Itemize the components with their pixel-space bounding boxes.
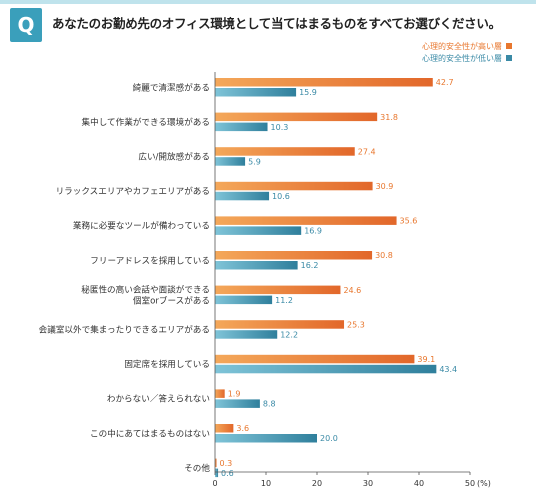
value-label-low-1: 10.3 (271, 123, 289, 132)
bar-high-9 (215, 389, 225, 398)
bar-low-6 (215, 295, 273, 305)
x-tick-label-1: 10 (261, 479, 271, 488)
value-label-high-5: 30.8 (375, 251, 393, 260)
bar-low-4 (215, 226, 302, 235)
category-label-2: 広い/開放感がある (138, 150, 210, 162)
value-label-high-4: 35.6 (400, 217, 418, 226)
category-label-10: この中にあてはまるものはない (90, 427, 210, 439)
bar-high-10 (215, 424, 234, 433)
category-label-7: 会議室以外で集まったりできるエリアがある (39, 323, 210, 335)
top-rule (0, 0, 536, 4)
bar-high-4 (215, 216, 397, 225)
category-label-4: 業務に必要なツールが備わっている (73, 220, 210, 232)
category-label-8: 固定席を採用している (124, 358, 210, 370)
bar-low-3 (215, 191, 270, 201)
category-label-6-line-1: 個室orブースがある (133, 294, 210, 306)
bar-high-6 (215, 285, 341, 295)
value-label-high-11: 0.3 (220, 459, 233, 468)
x-axis: 0 10 20 30 40 50 (%) (212, 72, 491, 488)
value-label-high-8: 39.1 (417, 355, 435, 364)
bar-high-3 (215, 181, 373, 191)
category-label-5: フリーアドレスを採用している (90, 254, 210, 266)
value-label-high-6: 24.6 (343, 286, 361, 295)
category-label-3: リラックスエリアやカフェエリアがある (56, 185, 210, 197)
value-label-low-0: 15.9 (299, 88, 317, 97)
bar-low-0 (215, 88, 297, 97)
bars-group: 42.7 15.9 綺麗で清潔感がある 31.8 10.3 集中して作業ができる環境がある… (39, 78, 457, 478)
x-tick-label-3: 30 (363, 479, 373, 488)
category-label-11: その他 (184, 462, 210, 474)
value-label-low-5: 16.2 (301, 261, 319, 270)
value-label-low-4: 16.9 (304, 227, 322, 236)
value-label-high-7: 25.3 (347, 320, 365, 329)
legend-label-low: 心理的安全性が低い層 (422, 53, 502, 63)
value-label-low-6: 11.2 (275, 296, 293, 305)
x-tick-label-0: 0 (212, 479, 217, 488)
value-label-high-10: 3.6 (236, 424, 249, 433)
x-tick-label-5: 50 (465, 479, 475, 488)
value-label-low-3: 10.6 (272, 192, 290, 201)
bar-low-10 (215, 434, 317, 443)
legend-swatch-high (506, 43, 512, 49)
bar-low-11 (215, 468, 219, 478)
bar-low-7 (215, 330, 278, 339)
bar-high-1 (215, 112, 378, 122)
bar-high-2 (215, 147, 355, 156)
value-label-high-0: 42.7 (436, 78, 454, 87)
value-label-low-10: 20.0 (320, 434, 338, 443)
value-label-low-2: 5.9 (248, 157, 261, 166)
bar-low-2 (215, 157, 246, 166)
bar-low-5 (215, 261, 298, 270)
bar-low-8 (215, 364, 437, 374)
bar-high-7 (215, 320, 345, 329)
bar-high-8 (215, 354, 415, 364)
question-badge: Q (10, 8, 42, 42)
x-tick-label-2: 20 (312, 479, 322, 488)
x-axis-unit: (%) (477, 479, 491, 488)
value-label-high-2: 27.4 (358, 147, 376, 156)
value-label-high-3: 30.9 (376, 182, 394, 191)
legend-swatch-low (506, 55, 512, 61)
x-tick-label-4: 40 (414, 479, 424, 488)
legend-label-high: 心理的安全性が高い層 (422, 41, 502, 51)
value-label-low-11: 0.6 (221, 469, 234, 478)
category-label-9: わからない／答えられない (107, 393, 210, 405)
category-label-1: 集中して作業ができる環境がある (82, 116, 210, 128)
bar-high-11 (215, 458, 217, 468)
value-label-high-9: 1.9 (228, 390, 241, 399)
value-label-high-1: 31.8 (380, 113, 398, 122)
question-text: あなたのお勤め先のオフィス環境として当てはまるものをすべてお選びください。 (52, 16, 501, 31)
value-label-low-7: 12.2 (280, 330, 298, 339)
bar-high-5 (215, 251, 373, 260)
category-label-6-line-0: 秘匿性の高い会話や面談ができる (81, 283, 210, 295)
bar-low-9 (215, 399, 260, 408)
bar-high-0 (215, 78, 433, 87)
bar-low-1 (215, 122, 268, 132)
value-label-low-8: 43.4 (439, 365, 457, 374)
value-label-low-9: 8.8 (263, 400, 276, 409)
category-label-0: 綺麗で清潔感がある (133, 81, 210, 93)
